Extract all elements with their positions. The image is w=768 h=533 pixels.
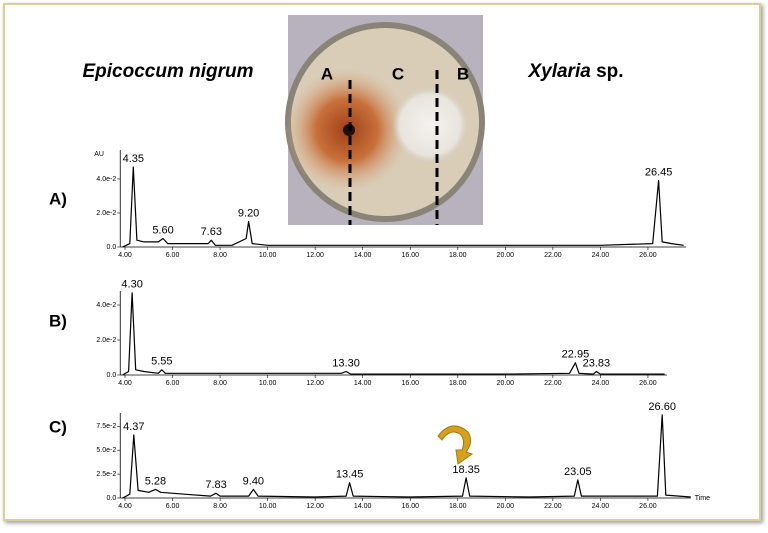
y-axis-label: AU <box>94 151 104 158</box>
panel-label: C) <box>49 417 67 436</box>
x-tick-label: 12.00 <box>306 380 324 387</box>
x-tick-label: 16.00 <box>401 503 419 510</box>
peak-label: 23.83 <box>583 357 611 369</box>
x-tick-label: 6.00 <box>166 380 180 387</box>
x-tick-label: 24.00 <box>592 252 610 259</box>
x-tick-label: 20.00 <box>497 380 515 387</box>
x-tick-label: 22.00 <box>544 380 562 387</box>
trace <box>122 292 665 376</box>
suffix: sp. <box>596 61 623 82</box>
x-tick-label: 14.00 <box>354 503 372 510</box>
species-left: Epicoccum nigrum <box>82 61 253 82</box>
peak-label: 13.30 <box>332 357 360 369</box>
y-tick-label: 0.0 <box>107 372 117 379</box>
trace <box>122 166 684 248</box>
x-tick-label: 22.00 <box>544 252 562 259</box>
photo-label: B <box>457 64 469 83</box>
peak-label: 23.05 <box>564 466 592 478</box>
x-tick-label: 8.00 <box>213 252 227 259</box>
x-tick-label: 18.00 <box>449 503 467 510</box>
x-tick-label: 12.00 <box>306 503 324 510</box>
y-tick-label: 2.0e-2 <box>96 337 116 344</box>
peak-label: 9.20 <box>238 207 259 219</box>
x-tick-label: 4.00 <box>118 503 132 510</box>
x-tick-label: 6.00 <box>166 252 180 259</box>
x-tick-label: 10.00 <box>259 380 277 387</box>
petri-photo: A C B <box>285 15 485 225</box>
peak-label: 5.55 <box>151 356 172 368</box>
x-tick-label: 18.00 <box>449 380 467 387</box>
x-tick-label: 26.00 <box>639 380 657 387</box>
y-tick-label: 4.0e-2 <box>96 176 116 183</box>
y-tick-label: 0.0 <box>107 244 117 251</box>
peak-label: 13.45 <box>336 469 364 481</box>
x-tick-label: 16.00 <box>401 252 419 259</box>
y-tick-label: 0.0 <box>107 495 117 502</box>
x-tick-label: 8.00 <box>213 503 227 510</box>
x-tick-label: 20.00 <box>497 503 515 510</box>
x-tick-label: 10.00 <box>259 503 277 510</box>
x-tick-label: 18.00 <box>449 252 467 259</box>
x-tick-label: 20.00 <box>497 252 515 259</box>
photo-label: A <box>321 64 333 83</box>
x-tick-label: 10.00 <box>259 252 277 259</box>
arrow <box>437 425 474 465</box>
peak-label: 9.40 <box>243 475 264 487</box>
photo-label: C <box>392 64 404 83</box>
y-tick-label: 2.5e-2 <box>96 471 116 478</box>
y-tick-label: 5.0e-2 <box>96 447 116 454</box>
x-tick-label: 14.00 <box>354 380 372 387</box>
peak-label: 5.28 <box>145 475 166 487</box>
x-tick-label: 22.00 <box>544 503 562 510</box>
peak-label: 18.35 <box>452 464 480 476</box>
x-tick-label: 4.00 <box>118 380 132 387</box>
y-tick-label: 2.0e-2 <box>96 210 116 217</box>
trace <box>122 414 691 499</box>
y-tick-label: 4.0e-2 <box>96 302 116 309</box>
peak-label: 7.83 <box>205 479 226 491</box>
x-tick-label: 8.00 <box>213 380 227 387</box>
x-tick-label: 24.00 <box>592 503 610 510</box>
x-tick-label: 14.00 <box>354 252 372 259</box>
peak-label: 26.60 <box>648 401 676 413</box>
x-tick-label: 4.00 <box>118 252 132 259</box>
species-right: Xylaria sp. <box>527 61 623 82</box>
x-tick-label: 24.00 <box>592 380 610 387</box>
peak-label: 4.35 <box>123 153 144 165</box>
peak-label: 22.95 <box>562 349 590 361</box>
y-tick-label: 7.5e-2 <box>96 423 116 430</box>
x-tick-label: 26.00 <box>639 503 657 510</box>
x-tick-label: 26.00 <box>639 252 657 259</box>
panel-label: A) <box>49 189 67 208</box>
x-tick-label: 16.00 <box>401 380 419 387</box>
peak-label: 5.60 <box>152 224 173 236</box>
genus: Xylaria <box>527 61 591 82</box>
x-tick-label: 12.00 <box>306 252 324 259</box>
x-tick-label: 6.00 <box>166 503 180 510</box>
peak-label: 7.63 <box>201 226 222 238</box>
x-axis-label: Time <box>695 495 710 502</box>
peak-label: 4.30 <box>121 279 142 291</box>
panel-label: B) <box>49 311 67 330</box>
peak-label: 26.45 <box>645 167 673 179</box>
peak-label: 4.37 <box>123 421 144 433</box>
